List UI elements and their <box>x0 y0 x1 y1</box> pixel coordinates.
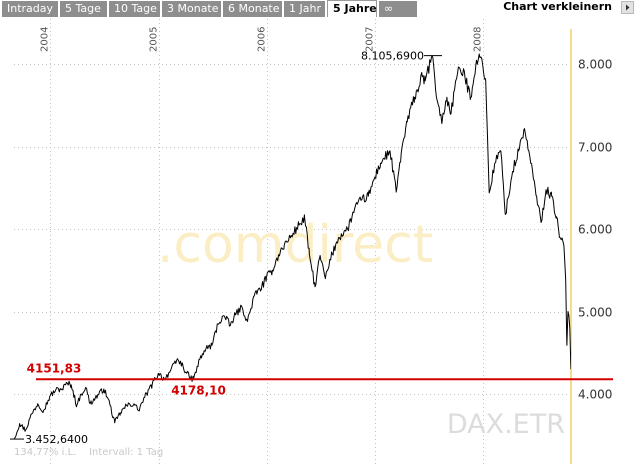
dax-series-line <box>14 53 571 440</box>
footer-info: 134,77% i.L. Intervall: 1 Tag <box>14 447 163 458</box>
y-axis: 4.000 5.000 6.000 7.000 8.000 <box>578 58 612 402</box>
high-label: 8.105,6900 <box>361 50 424 63</box>
tab-5-tage[interactable]: 5 Tage <box>60 1 107 17</box>
grid <box>14 19 571 464</box>
tab-10-tage[interactable]: 10 Tage <box>109 1 160 17</box>
shrink-chart-link[interactable]: Chart verkleinern <box>503 0 612 13</box>
low-label: 3.452,6400 <box>25 433 88 446</box>
series-layer <box>14 53 571 440</box>
x-tick-label: 2007 <box>365 27 376 52</box>
tab-1-jahr[interactable]: 1 Jahr <box>284 1 325 17</box>
dax-line-chart: .comdirect DAX.ETR 134,77% i.L. Interval… <box>10 19 613 464</box>
tab-6-monate[interactable]: 6 Monate <box>223 1 282 17</box>
x-tick-label: 2006 <box>257 27 268 52</box>
tab-max[interactable]: ∞ <box>379 1 417 17</box>
symbol-watermark: DAX.ETR <box>447 409 565 440</box>
y-tick-label: 8.000 <box>578 58 612 72</box>
y-tick-label: 7.000 <box>578 141 612 155</box>
comdirect-watermark: .comdirect <box>157 215 433 275</box>
x-tick-label: 2005 <box>149 27 160 52</box>
tab-3-monate[interactable]: 3 Monate <box>162 1 221 17</box>
x-tick-label: 2008 <box>473 27 484 52</box>
y-tick-label: 5.000 <box>578 306 612 320</box>
y-tick-label: 4.000 <box>578 388 612 402</box>
play-right-icon <box>626 4 630 11</box>
shrink-chart-button[interactable] <box>621 1 634 14</box>
x-axis: 2004 2005 2006 2007 2008 <box>40 27 484 52</box>
period-tab-bar: Intraday 5 Tage 10 Tage 3 Monate 6 Monat… <box>0 0 638 18</box>
tab-5-jahre[interactable]: 5 Jahre <box>327 0 377 17</box>
tab-intraday[interactable]: Intraday <box>2 1 58 17</box>
support-label-1: 4151,83 <box>27 361 82 375</box>
support-label-2: 4178,10 <box>171 383 226 397</box>
x-tick-label: 2004 <box>40 27 51 52</box>
annotations: 8.105,6900 3.452,6400 4151,83 4178,10 <box>10 50 443 446</box>
y-tick-label: 6.000 <box>578 223 612 237</box>
